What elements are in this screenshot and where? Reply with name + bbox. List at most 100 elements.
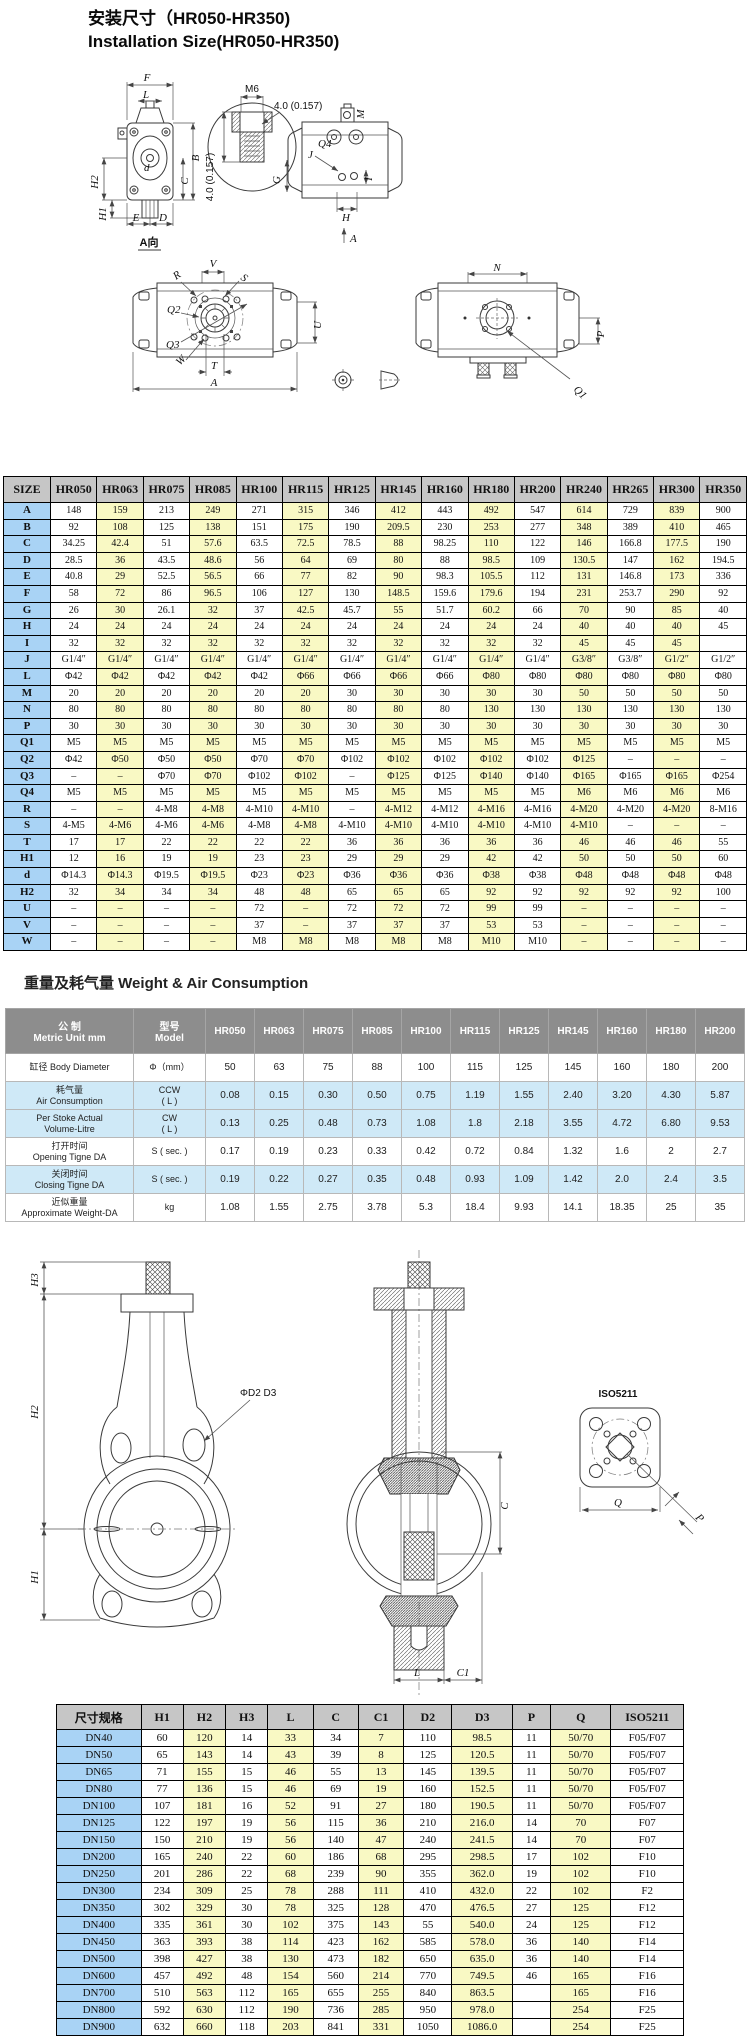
- table-cell: 88: [352, 1053, 402, 1082]
- table-cell: 114: [267, 1933, 314, 1951]
- table-cell: 68: [267, 1865, 314, 1883]
- table-cell: 19: [225, 1831, 269, 1849]
- table-cell: 111: [357, 1882, 405, 1900]
- table-cell: –: [328, 800, 376, 819]
- table-row: A 148 159 213 249 271 315 346 412 443 492 547 614 729…: [3, 502, 747, 520]
- table-cell: 53: [467, 916, 515, 935]
- table-cell: 27: [357, 1797, 405, 1815]
- table-row: L Φ42 Φ42 Φ42 Φ42 Φ42 Φ66 Φ66 Φ66 Φ66 Φ80 Φ80 Φ80 Φ80…: [3, 667, 747, 686]
- table-cell: 50: [205, 1053, 255, 1082]
- table-cell: 91: [312, 1797, 359, 1815]
- table-cell: 2.0: [597, 1165, 647, 1194]
- table-cell: 398: [140, 1950, 184, 1968]
- table-cell: 51.7: [421, 601, 469, 620]
- table-cell: 0.48: [303, 1109, 353, 1138]
- table-cell: M5: [513, 734, 562, 752]
- table-cell: 288: [312, 1882, 359, 1900]
- table-cell: –: [281, 916, 330, 935]
- table-cell: 253.7: [606, 584, 655, 603]
- table-cell: Φ102: [281, 767, 330, 786]
- table-cell: 0.19: [254, 1137, 304, 1166]
- table-cell: Φ80: [606, 667, 655, 686]
- table-row: DN600 457 492 48 154 560 214 770 749.5 46 165 F16: [56, 1967, 684, 1985]
- table-cell: 68: [357, 1848, 405, 1866]
- table-cell: 165: [140, 1848, 184, 1866]
- table-cell: 4-M20: [606, 800, 655, 819]
- table-cell: 298.5: [451, 1848, 513, 1866]
- table-cell: 210: [182, 1831, 227, 1849]
- table-cell: 24: [281, 618, 330, 636]
- table-cell: 34.25: [49, 535, 98, 553]
- table-cell: 125: [550, 1916, 612, 1934]
- model-column-header: HR100: [401, 1008, 451, 1054]
- table-cell: 66: [513, 601, 562, 620]
- table-cell: 4-M5: [49, 817, 98, 835]
- table-cell: 4-M10: [328, 817, 376, 835]
- header-cell: HR240: [560, 476, 608, 503]
- table-cell: 72: [374, 900, 423, 918]
- table-cell: 230: [421, 518, 469, 537]
- table-cell: 231: [560, 584, 608, 603]
- table-cell: 0.17: [205, 1137, 255, 1166]
- table-cell: –: [142, 916, 191, 935]
- table-cell: 473: [312, 1950, 359, 1968]
- table-cell: 46: [267, 1763, 314, 1781]
- table-cell: 348: [560, 518, 608, 537]
- table-cell: 1050: [403, 2018, 453, 2036]
- header-cell: HR180: [467, 476, 515, 503]
- table-cell: 22: [225, 1865, 269, 1883]
- table-cell: 48.6: [189, 551, 237, 570]
- table-row: 打开时间 Opening Tigne DA S ( sec. ) 0.17 0.19 0.…: [5, 1137, 745, 1166]
- header-cell: L: [267, 1704, 314, 1730]
- table-row: V – – – –37–37 37 37 53 53– – – –: [3, 916, 747, 935]
- table-cell: 1.42: [548, 1165, 598, 1194]
- table-row: DN300 234 309 25 78 288 111 410 432.0 22 102 F2: [56, 1882, 684, 1900]
- butterfly-valve-drawing: H3 H2 H1 ΦD2 D3 C L C1 ISO: [29, 1250, 706, 1696]
- table-cell: 125: [499, 1053, 549, 1082]
- table-row: DN200 165 240 22 60 186 68 295 298.5 17 102 F10: [56, 1848, 684, 1866]
- table-cell: M5: [560, 734, 608, 752]
- dim-label-H2-valve: H2: [29, 1405, 41, 1420]
- table-cell: 201: [140, 1865, 184, 1883]
- header-cell: D3: [451, 1704, 513, 1730]
- table-cell: 36: [357, 1814, 405, 1832]
- table-cell: 143: [182, 1746, 227, 1764]
- table-cell: 190: [267, 2001, 314, 2019]
- table-cell: Φ140: [467, 767, 515, 786]
- table-cell: 30: [96, 717, 144, 736]
- table-cell: M5: [49, 734, 98, 752]
- table-cell: 770: [403, 1967, 453, 1985]
- table-cell: 197: [182, 1814, 227, 1832]
- row-label: W: [3, 933, 51, 952]
- model-column-header: HR050: [205, 1008, 255, 1054]
- model-column-header: HR063: [254, 1008, 304, 1054]
- table-cell: 173: [653, 568, 701, 586]
- table-cell: Φ14.3: [96, 867, 144, 885]
- table-cell: Φ80: [467, 667, 515, 686]
- table-cell: 50/70: [550, 1763, 612, 1781]
- table-cell: 146.8: [606, 568, 655, 586]
- unit-cell: S ( sec. ): [133, 1165, 206, 1194]
- front-view-drawing: F L B C d H2 H1 E D: [89, 72, 202, 227]
- table-cell: G1/4″: [235, 651, 283, 669]
- row-label: 关闭时间 Closing Tigne DA: [5, 1165, 134, 1194]
- table-cell: 56: [267, 1831, 314, 1849]
- table-cell: Φ125: [560, 750, 608, 769]
- table-row: E 40.8 29 52.5 56.5 66 77 82 90 98.3 105.5 112 131 14…: [3, 568, 747, 586]
- table-cell: 630: [182, 2001, 227, 2019]
- table-cell: G1/4″: [374, 651, 423, 669]
- table-cell: 30: [467, 717, 515, 736]
- table-cell: 162: [653, 551, 701, 570]
- table-cell: 1.55: [254, 1193, 304, 1222]
- table-cell: 510: [140, 1984, 184, 2002]
- table-cell: 24: [328, 618, 376, 636]
- table-cell: 98.25: [421, 535, 469, 553]
- table-cell: 1086.0: [451, 2018, 513, 2036]
- table-cell: 635.0: [451, 1950, 513, 1968]
- row-label: DN125: [56, 1814, 142, 1832]
- table-cell: 336: [699, 568, 747, 586]
- table-cell: 130.5: [560, 551, 608, 570]
- table-cell: 32: [189, 601, 237, 620]
- header-cell: HR160: [421, 476, 469, 503]
- table-cell: 96.5: [189, 584, 237, 603]
